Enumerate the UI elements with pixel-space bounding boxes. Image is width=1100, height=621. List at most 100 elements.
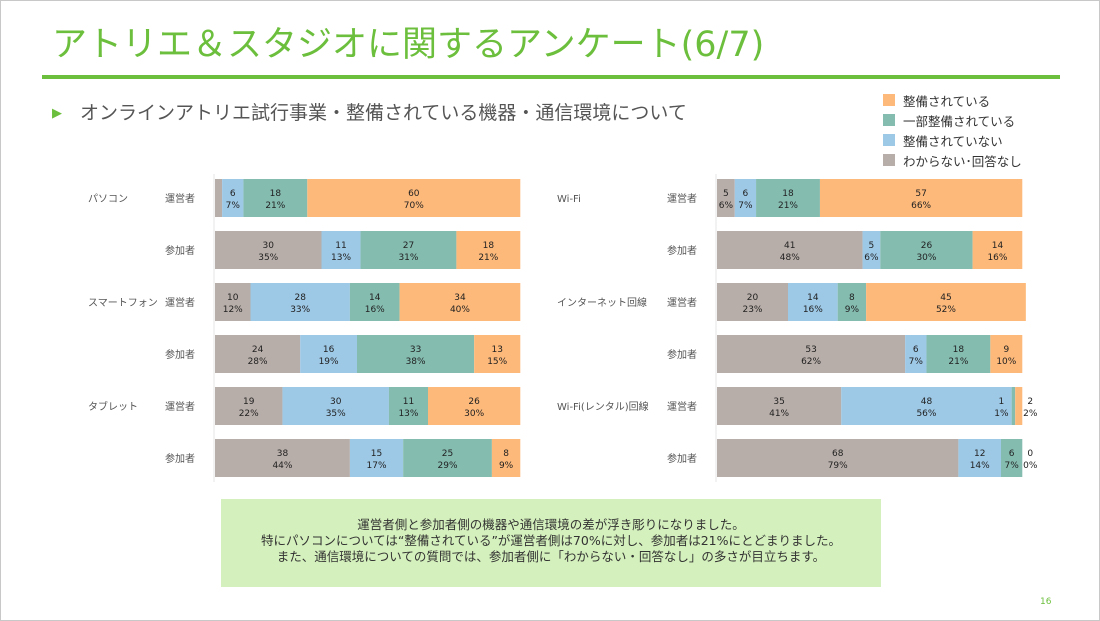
role-label: 運営者 [667, 400, 697, 413]
data-label-count: 34 [454, 293, 466, 303]
data-label-percent: 30% [464, 409, 484, 419]
legend-item: 整備されている [883, 90, 1022, 110]
data-label-count: 14 [369, 293, 381, 303]
data-label-count: 13 [491, 345, 502, 355]
data-label-count: 0 [1027, 449, 1033, 459]
data-label-percent: 15% [487, 357, 507, 367]
data-label-percent: 41% [769, 409, 789, 419]
bar-segment [841, 387, 1012, 425]
category-label: インターネット回線 [557, 296, 647, 309]
data-label-count: 24 [252, 345, 264, 355]
bar-segment [349, 283, 400, 321]
role-label: 運営者 [667, 296, 697, 309]
category-label: Wi-Fi [557, 194, 581, 205]
data-label-percent: 21% [478, 253, 498, 263]
data-label-count: 26 [468, 397, 480, 407]
data-label-percent: 48% [780, 253, 800, 263]
legend-item: わからない･回答なし [883, 150, 1022, 170]
data-label-count: 48 [921, 397, 933, 407]
data-label-percent: 29% [438, 461, 458, 471]
data-label-percent: 70% [404, 201, 424, 211]
bar-segment [862, 231, 881, 269]
data-label-percent: 0% [1023, 461, 1038, 471]
data-label-percent: 28% [248, 357, 268, 367]
role-label: 参加者 [667, 452, 697, 465]
data-label-percent: 21% [948, 357, 968, 367]
data-label-percent: 6% [864, 253, 879, 263]
legend-swatch [883, 94, 895, 106]
data-label-count: 16 [323, 345, 335, 355]
legend-swatch [883, 134, 895, 146]
bar-segment [215, 335, 301, 373]
data-label-count: 20 [747, 293, 759, 303]
bar-segment [243, 179, 308, 217]
data-label-percent: 14% [970, 461, 990, 471]
data-label-count: 26 [921, 241, 933, 251]
bar-segment [926, 335, 991, 373]
data-label-percent: 35% [326, 409, 346, 419]
page-number: 16 [1040, 597, 1052, 607]
data-label-count: 6 [1009, 449, 1015, 459]
role-label: 参加者 [165, 452, 195, 465]
data-label-percent: 79% [828, 461, 848, 471]
data-label-percent: 23% [742, 305, 762, 315]
category-label: タブレット [88, 400, 138, 413]
data-label-count: 1 [999, 397, 1005, 407]
bar-segment [428, 387, 521, 425]
bar-segment [474, 335, 521, 373]
data-label-count: 11 [335, 241, 346, 251]
data-label-count: 30 [263, 241, 275, 251]
subtitle-text: オンラインアトリエ試行事業・整備されている機器・通信環境について [80, 102, 687, 124]
bar-segment [215, 387, 283, 425]
data-label-percent: 7% [738, 201, 753, 211]
bar-segment [321, 231, 361, 269]
bar-segment [905, 335, 927, 373]
data-label-count: 6 [913, 345, 919, 355]
bar-segment [990, 335, 1023, 373]
data-label-percent: 2% [1023, 409, 1038, 419]
data-label-count: 53 [805, 345, 816, 355]
bar-segment [357, 335, 475, 373]
data-label-percent: 35% [258, 253, 278, 263]
bar-segment [880, 231, 973, 269]
bar-segment [399, 283, 521, 321]
bar-segment [717, 179, 735, 217]
legend-label: 整備されている [903, 93, 991, 109]
data-label-count: 9 [1003, 345, 1009, 355]
data-label-count: 33 [410, 345, 421, 355]
legend-item: 整備されていない [883, 130, 1022, 150]
legend-label: 整備されていない [903, 133, 1003, 149]
slide-subtitle: ▶ オンラインアトリエ試行事業・整備されている機器・通信環境について [52, 98, 687, 125]
data-label-count: 35 [773, 397, 784, 407]
bar-segment [307, 179, 521, 217]
data-label-percent: 19% [319, 357, 339, 367]
data-label-percent: 7% [1005, 461, 1020, 471]
data-label-percent: 52% [936, 305, 956, 315]
bar-segment [282, 387, 389, 425]
bar-segment [1001, 439, 1023, 477]
category-label: パソコン [88, 193, 128, 205]
legend-label: 一部整備されている [903, 113, 1016, 129]
triangle-right-icon: ▶ [52, 106, 62, 121]
data-label-count: 8 [849, 293, 855, 303]
role-label: 参加者 [667, 244, 697, 257]
category-label: Wi-Fi(レンタル)回線 [557, 400, 649, 413]
data-label-count: 18 [782, 189, 794, 199]
data-label-count: 5 [869, 241, 875, 251]
data-label-count: 11 [403, 397, 414, 407]
bar-segment [215, 439, 350, 477]
role-label: 参加者 [165, 348, 195, 361]
data-label-percent: 7% [226, 201, 241, 211]
data-label-count: 6 [230, 189, 236, 199]
category-label: スマートフォン [88, 298, 158, 309]
title-divider [42, 75, 1060, 79]
data-label-percent: 9% [845, 305, 860, 315]
bar-segment [403, 439, 492, 477]
data-label-count: 19 [243, 397, 255, 407]
data-label-percent: 13% [398, 409, 418, 419]
data-label-percent: 22% [239, 409, 259, 419]
bar-segment [1015, 387, 1023, 425]
legend-swatch [883, 114, 895, 126]
bar-segment [215, 283, 251, 321]
